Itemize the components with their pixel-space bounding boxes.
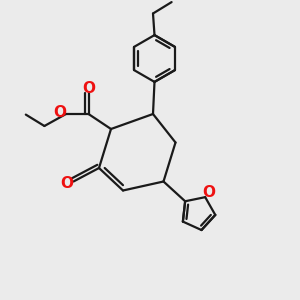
Text: O: O [82, 81, 95, 96]
Text: O: O [53, 105, 66, 120]
Text: O: O [60, 176, 74, 190]
Text: O: O [202, 185, 215, 200]
